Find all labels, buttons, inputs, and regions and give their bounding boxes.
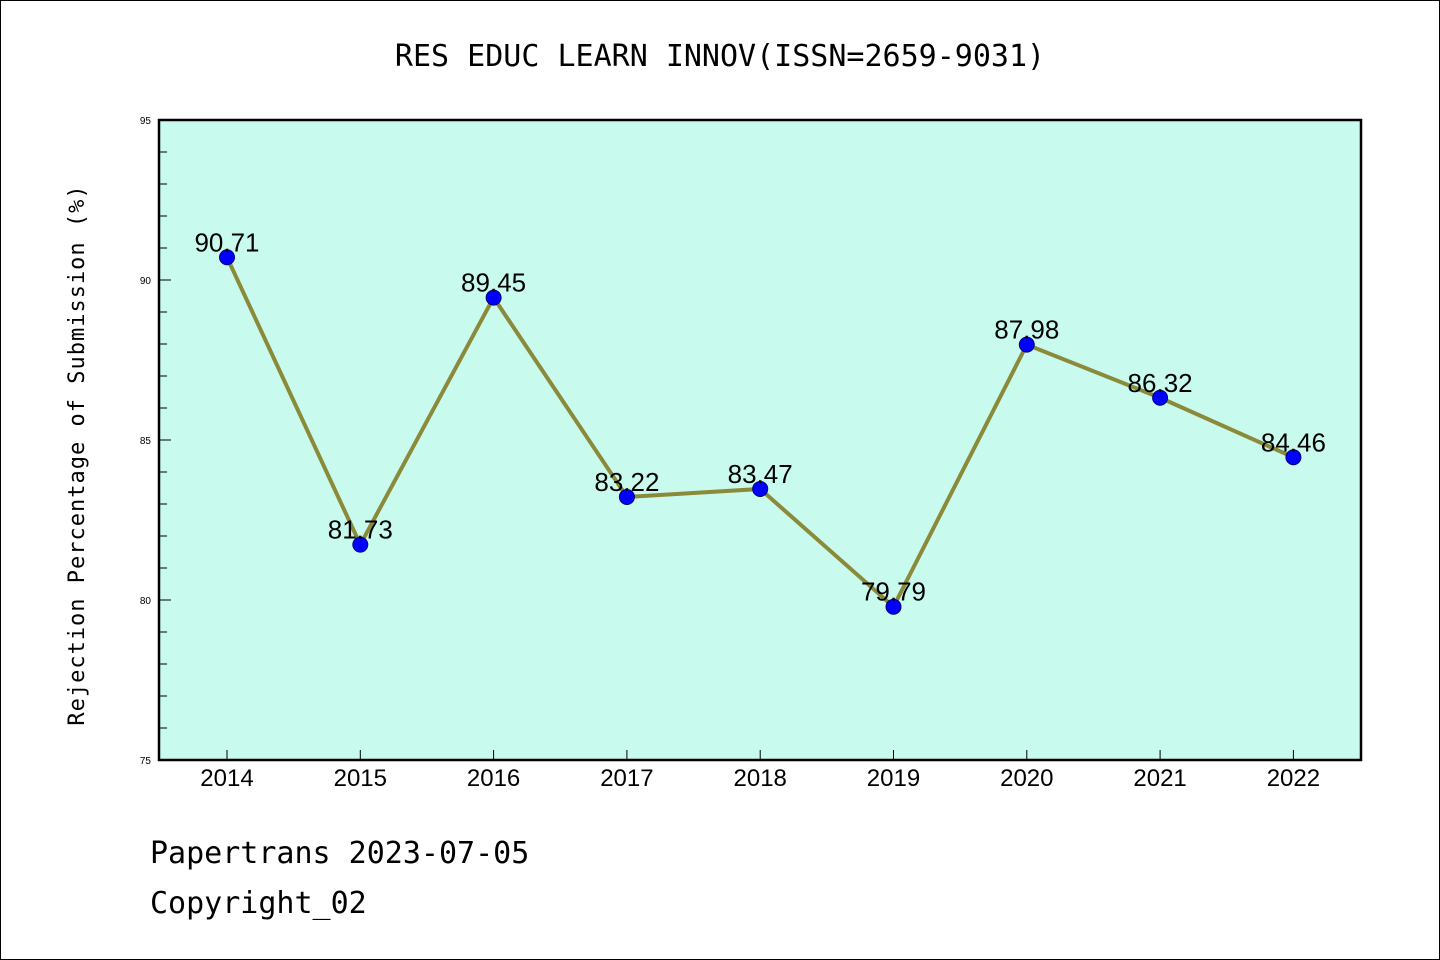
x-tick-label: 2016 [467,765,520,792]
data-label: 81.73 [328,515,393,545]
data-point [752,480,769,497]
y-tick-label: 90 [140,276,152,287]
data-point [1285,449,1302,466]
y-tick-label: 75 [140,756,152,767]
data-point [219,249,235,266]
x-tick-label: 2022 [1267,765,1320,792]
data-label: 83.22 [594,467,659,497]
y-tick-label: 80 [140,596,152,607]
data-point [1152,389,1169,406]
x-tick-label: 2019 [867,765,920,792]
data-label: 79.79 [861,577,926,607]
y-axis-label: Rejection Percentage of Submission (%) [65,184,90,725]
x-tick-label: 2020 [1000,765,1053,792]
footer-copyright: Copyright_02 [150,886,367,921]
y-tick-label: 95 [140,116,152,127]
y-tick-label: 85 [140,436,152,447]
x-tick-label: 2014 [200,765,253,792]
data-label: 90.71 [194,227,259,257]
data-label: 87.98 [994,315,1059,345]
x-tick-label: 2021 [1133,765,1186,792]
data-label: 83.47 [728,459,793,489]
data-label: 89.45 [461,268,526,298]
data-point [618,488,635,505]
footer-credit: Papertrans 2023-07-05 [150,836,530,871]
data-labels: 90.71 81.73 89.45 83.22 83.47 79.79 87.98 86.32… [194,227,1325,606]
data-point [352,536,369,553]
plot-area [157,118,1363,762]
data-point [1018,336,1035,353]
x-axis: 2014 2015 2016 2017 2018 2019 2020 2021 2022 [200,750,1320,792]
data-markers [219,249,1302,615]
x-tick-label: 2015 [334,765,387,792]
y-axis: 75 80 85 90 95 [140,116,171,767]
chart-title: RES EDUC LEARN INNOV(ISSN=2659-9031) [395,39,1045,74]
x-tick-label: 2018 [734,765,787,792]
data-point [885,598,902,615]
x-tick-label: 2017 [600,765,653,792]
data-point [485,289,502,306]
data-label: 84.46 [1261,427,1326,457]
data-label: 86.32 [1128,368,1193,398]
